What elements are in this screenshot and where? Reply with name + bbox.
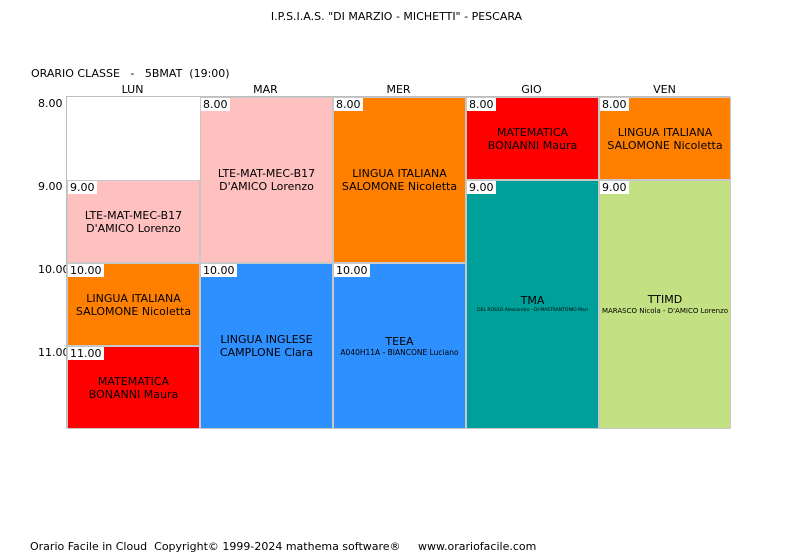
lesson-time: 10.00	[334, 264, 370, 277]
lesson-time: 8.00	[600, 98, 629, 111]
lesson-time: 10.00	[68, 264, 104, 277]
hour-label-10: 10.00	[38, 263, 70, 276]
lesson-subject: LTE-MAT-MEC-B17	[217, 167, 316, 180]
lesson-teacher: SALOMONE Nicoletta	[607, 138, 723, 152]
day-header-gio: GIO	[521, 83, 542, 96]
lesson-time: 11.00	[68, 347, 104, 360]
lesson-lun-11[interactable]: 11.00 MATEMATICA BONANNI Maura	[67, 346, 200, 429]
lesson-subject: MATEMATICA	[97, 374, 170, 388]
lesson-time: 8.00	[201, 98, 230, 111]
lesson-teacher: SALOMONE Nicoletta	[75, 304, 192, 318]
lesson-subject: LINGUA INGLESE	[220, 333, 313, 346]
lesson-time: 10.00	[201, 264, 237, 277]
lesson-subject: LINGUA ITALIANA	[352, 167, 447, 180]
lesson-lun-10[interactable]: 10.00 LINGUA ITALIANA SALOMONE Nicoletta	[67, 263, 200, 346]
lesson-time: 9.00	[600, 181, 629, 194]
lesson-teacher: D'AMICO Lorenzo	[86, 221, 181, 235]
lesson-ven-8[interactable]: 8.00 LINGUA ITALIANA SALOMONE Nicoletta	[599, 97, 731, 180]
lesson-teacher: DEL ROSSO Alessandro - DI MASTRANTONIO M…	[477, 308, 588, 313]
lesson-gio-9[interactable]: 9.00 TMA DEL ROSSO Alessandro - DI MASTR…	[466, 180, 599, 429]
hour-label-11: 11.00	[38, 346, 70, 359]
lesson-ven-9[interactable]: 9.00 TTIMD MARASCO Nicola - D'AMICO Lore…	[599, 180, 731, 429]
class-schedule-heading: ORARIO CLASSE - 5BMAT (19:00)	[31, 67, 230, 80]
lesson-teacher: MARASCO Nicola - D'AMICO Lorenzo	[601, 307, 729, 315]
hour-label-9: 9.00	[38, 180, 63, 193]
lesson-mer-8[interactable]: 8.00 LINGUA ITALIANA SALOMONE Nicoletta	[333, 97, 466, 263]
lesson-subject: LTE-MAT-MEC-B17	[84, 208, 183, 222]
lesson-subject: LINGUA ITALIANA	[86, 291, 181, 305]
lesson-mar-8[interactable]: 8.00 LTE-MAT-MEC-B17 D'AMICO Lorenzo	[200, 97, 333, 263]
lesson-teacher: SALOMONE Nicoletta	[341, 180, 458, 193]
lesson-teacher: D'AMICO Lorenzo	[219, 180, 314, 193]
lesson-time: 9.00	[467, 181, 496, 194]
day-header-mar: MAR	[253, 83, 278, 96]
footer-copyright: Orario Facile in Cloud Copyright© 1999-2…	[30, 540, 537, 553]
lesson-gio-8[interactable]: 8.00 MATEMATICA BONANNI Maura	[466, 97, 599, 180]
lesson-teacher: BONANNI Maura	[88, 387, 179, 401]
lesson-subject: MATEMATICA	[496, 125, 569, 139]
lesson-subject: TMA	[520, 294, 545, 307]
lesson-time: 8.00	[334, 98, 363, 111]
lesson-time: 9.00	[68, 181, 97, 194]
hour-label-8: 8.00	[38, 97, 63, 110]
lesson-teacher: A040H11A - BIANCONE Luciano	[340, 347, 459, 357]
lesson-time: 8.00	[467, 98, 496, 111]
lesson-subject: TTIMD	[647, 293, 683, 306]
lesson-lun-9[interactable]: 9.00 LTE-MAT-MEC-B17 D'AMICO Lorenzo	[67, 180, 200, 263]
lesson-subject: TEEA	[385, 334, 414, 348]
school-title: I.P.S.I.A.S. "DI MARZIO - MICHETTI" - PE…	[270, 10, 523, 23]
lesson-mer-10[interactable]: 10.00 TEEA A040H11A - BIANCONE Luciano	[333, 263, 466, 429]
day-header-mer: MER	[386, 83, 411, 96]
lesson-teacher: CAMPLONE Clara	[219, 346, 314, 359]
lesson-mar-10[interactable]: 10.00 LINGUA INGLESE CAMPLONE Clara	[200, 263, 333, 429]
lesson-subject: LINGUA ITALIANA	[617, 125, 713, 139]
day-header-lun: LUN	[121, 83, 144, 96]
lesson-teacher: BONANNI Maura	[487, 138, 578, 152]
day-header-ven: VEN	[653, 83, 676, 96]
